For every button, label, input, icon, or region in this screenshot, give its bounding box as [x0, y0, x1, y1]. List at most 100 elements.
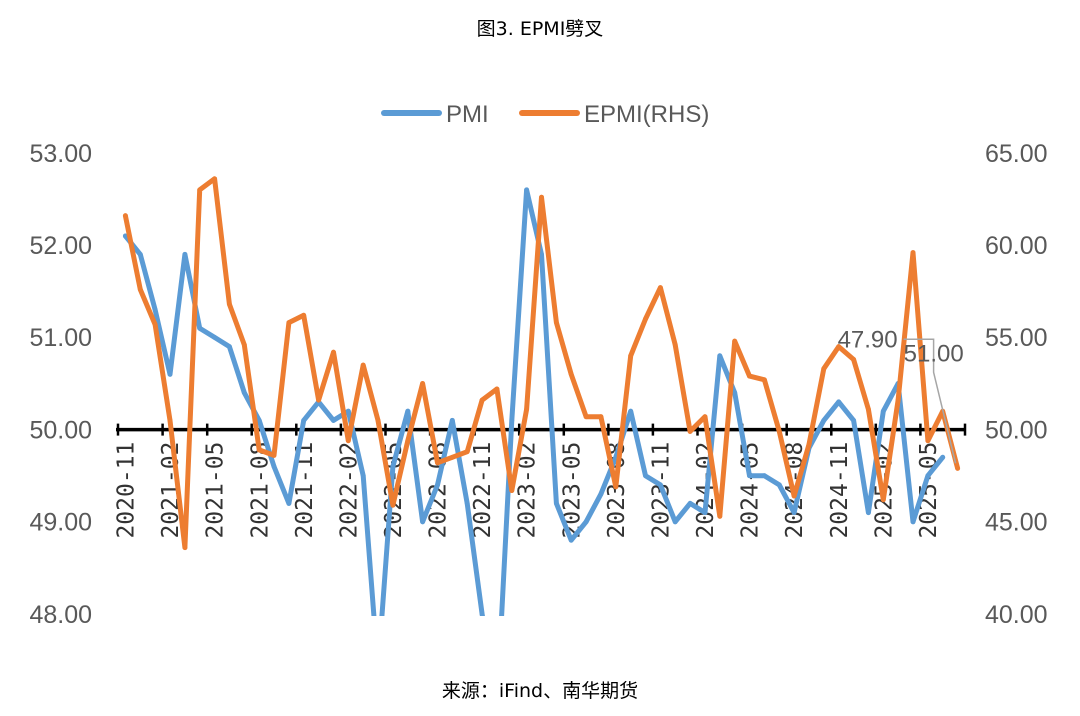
epmi-rhs-point	[449, 454, 455, 460]
epmi-rhs-point	[851, 357, 856, 362]
pmi-point	[776, 482, 782, 488]
y-right-tick-label: 50.00	[985, 416, 1048, 444]
y-left-tick-label: 50.00	[29, 416, 92, 444]
epmi-rhs-point	[910, 250, 916, 256]
pmi-point	[628, 408, 634, 414]
epmi-rhs-point	[747, 373, 752, 379]
x-tick-label: 2021-05	[203, 442, 229, 539]
pmi-point	[866, 510, 871, 515]
pmi-point	[167, 371, 173, 377]
epmi-rhs-point	[167, 418, 173, 423]
epmi-rhs-point	[776, 429, 782, 434]
pmi-point	[420, 519, 425, 525]
pmi-point	[598, 491, 604, 497]
pmi-point	[227, 344, 232, 349]
pmi-point	[672, 519, 678, 525]
pmi-point	[717, 353, 723, 359]
epmi-rhs-point	[925, 438, 931, 444]
epmi-rhs-point	[494, 386, 500, 392]
x-tick-label: 2020-11	[113, 442, 139, 539]
epmi-rhs-point	[123, 213, 128, 219]
pmi-point	[524, 187, 529, 193]
epmi-rhs-point	[331, 349, 336, 355]
epmi-rhs-point	[301, 312, 307, 318]
chart-title: 图3. EPMI劈叉	[477, 18, 604, 40]
epmi-rhs-point	[791, 493, 797, 499]
epmi-rhs-point	[866, 406, 871, 412]
pmi-point	[583, 519, 589, 525]
pmi-point	[464, 501, 470, 506]
epmi-rhs-point	[479, 397, 485, 403]
pmi-point	[836, 399, 842, 405]
y-right-tick-label: 45.00	[985, 509, 1048, 537]
legend-item-epmi: EPMI(RHS)	[519, 101, 709, 128]
pmi-point	[509, 418, 515, 423]
epmi-rhs-point	[821, 366, 827, 372]
pmi-point	[821, 418, 827, 423]
epmi-rhs-point	[212, 176, 218, 182]
pmi-point	[940, 454, 946, 460]
epmi-rhs-point	[375, 418, 381, 423]
epmi-rhs-point	[836, 344, 842, 349]
epmi-rhs-point	[895, 397, 901, 403]
x-tick-label: 2024-05	[738, 442, 764, 539]
pmi-point	[137, 252, 143, 257]
data-label: 51.00	[904, 341, 964, 368]
y-right-tick-label: 65.00	[985, 140, 1048, 168]
pmi-point	[182, 252, 188, 257]
epmi-rhs-point	[598, 414, 604, 420]
y-right-tick-label: 40.00	[985, 601, 1048, 629]
pmi-point	[791, 510, 797, 515]
epmi-rhs-point	[717, 513, 723, 519]
pmi-point	[747, 473, 752, 479]
epmi-rhs-point	[955, 465, 960, 471]
pmi-point	[702, 510, 708, 515]
epmi-rhs-point	[524, 406, 529, 412]
legend-item-pmi: PMI	[381, 101, 489, 128]
epmi-rhs-point	[405, 438, 411, 444]
data-label: 47.90	[838, 327, 898, 354]
y-left-tick-label: 49.00	[29, 509, 92, 537]
pmi-point	[390, 464, 396, 469]
pmi-point	[658, 482, 663, 488]
pmi-point	[479, 611, 485, 616]
pmi-point	[286, 501, 292, 506]
epmi-rhs-point	[137, 287, 143, 292]
pmi-point	[925, 473, 931, 479]
pmi-point	[554, 501, 559, 506]
epmi-rhs-point	[256, 447, 262, 453]
epmi-rhs-point	[271, 453, 277, 458]
epmi-rhs-point	[152, 322, 158, 327]
epmi-rhs-point	[880, 497, 886, 503]
pmi-point	[568, 537, 574, 543]
source-note: 来源：iFind、南华期货	[442, 680, 638, 702]
pmi-point	[123, 233, 128, 239]
x-tick-label: 2024-11	[827, 442, 853, 539]
pmi-point	[152, 307, 158, 313]
epmi-rhs-point	[182, 545, 188, 550]
pmi-point	[345, 408, 351, 414]
epmi-rhs-point	[539, 194, 544, 200]
y-left-tick-label: 51.00	[29, 324, 92, 352]
epmi-rhs-point	[554, 320, 559, 325]
y-right-tick-label: 60.00	[985, 232, 1048, 260]
epmi-rhs-point	[687, 429, 693, 434]
pmi-point	[435, 482, 440, 488]
axes: 53.00 52.00 51.00 50.00 49.00 48.00 65.00 60.00…	[29, 140, 1047, 629]
legend-label-epmi: EPMI(RHS)	[584, 101, 709, 128]
epmi-rhs-point	[464, 449, 470, 455]
pmi-point	[241, 390, 247, 396]
x-tick-label: 2025-05	[916, 442, 942, 539]
epmi-rhs-point	[762, 377, 767, 383]
pmi-point	[643, 473, 648, 479]
y-left-tick-label: 52.00	[29, 232, 92, 260]
y-right-tick-label: 55.00	[985, 324, 1048, 352]
epmi-rhs-point	[806, 442, 812, 447]
epmi-rhs-point	[435, 460, 440, 466]
pmi-point	[732, 390, 738, 396]
data-label-leader-line	[903, 338, 957, 464]
pmi-point	[495, 704, 500, 709]
pmi-point	[539, 252, 544, 257]
